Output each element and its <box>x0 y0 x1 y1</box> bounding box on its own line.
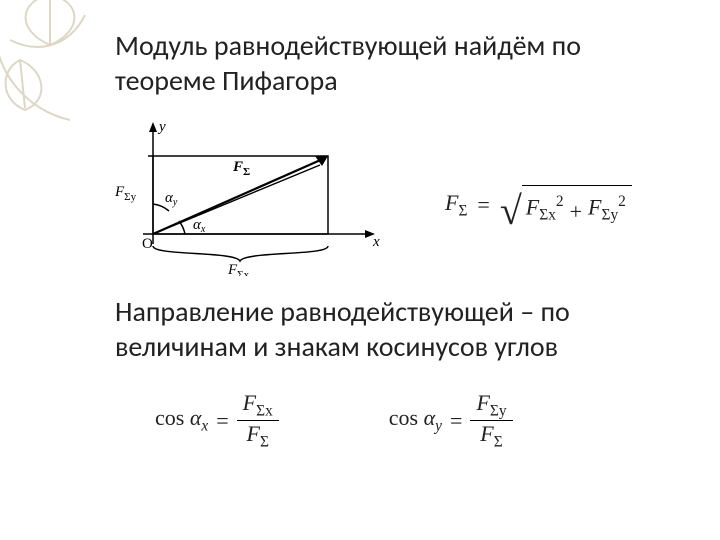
formula-cos-ax: cos αx = FΣx FΣ <box>155 390 279 451</box>
term-fy2: FΣy2 <box>588 193 626 225</box>
para2-line1: Направление равнодействующей – по <box>115 294 570 329</box>
paragraph-direction: Направление равнодействующей – по величи… <box>115 294 690 364</box>
cos-ay-lhs: cos αy <box>389 405 442 435</box>
label-fx: FΣx <box>227 262 250 276</box>
vector-diagram: y x O FΣy FΣx FΣ αx αy <box>115 116 385 276</box>
frac-ay-den: FΣ <box>474 421 508 451</box>
frac-ay: FΣy FΣ <box>470 390 512 451</box>
label-fy: FΣy <box>115 184 137 203</box>
paragraph-modulus: Модуль равнодействующей найдём по теорем… <box>115 28 690 98</box>
sym-fsigma: FΣ <box>445 190 467 220</box>
para2-line2: величинам и знакам косинусов углов <box>115 329 558 364</box>
para1-line2: теореме Пифагора <box>115 63 338 98</box>
frac-ax: FΣx FΣ <box>237 390 279 451</box>
slide-decoration <box>0 0 110 130</box>
label-alpha-x: αx <box>193 217 206 235</box>
formula-pythagoras: FΣ = √ FΣx2 + FΣy2 <box>445 167 632 225</box>
radical-icon: √ <box>500 191 522 231</box>
label-y-axis: y <box>157 119 166 135</box>
label-alpha-y: αy <box>165 190 178 208</box>
label-fsigma: FΣ <box>232 159 250 178</box>
para1-line1: Модуль равнодействующей найдём по <box>115 28 581 63</box>
slide-content: Модуль равнодействующей найдём по теорем… <box>115 28 690 451</box>
sym-eq-ax: = <box>216 408 228 434</box>
term-fx2: FΣx2 <box>526 193 564 225</box>
cos-ax-lhs: cos αx <box>155 405 208 435</box>
sym-plus: + <box>570 199 582 225</box>
label-origin: O <box>142 236 153 252</box>
label-x-axis: x <box>372 234 380 250</box>
formula-cos-ay: cos αy = FΣy FΣ <box>389 390 513 451</box>
sym-eq-ay: = <box>450 408 462 434</box>
sqrt-expr: √ FΣx2 + FΣy2 <box>500 185 632 225</box>
figure-row: y x O FΣy FΣx FΣ αx αy FΣ = √ FΣx2 + FΣy… <box>115 116 690 276</box>
frac-ax-num: FΣx <box>237 390 279 420</box>
sym-eq: = <box>477 192 489 218</box>
frac-ay-num: FΣy <box>470 390 512 420</box>
cosine-formulas: cos αx = FΣx FΣ cos αy = FΣy FΣ <box>115 390 690 451</box>
frac-ax-den: FΣ <box>241 421 275 451</box>
